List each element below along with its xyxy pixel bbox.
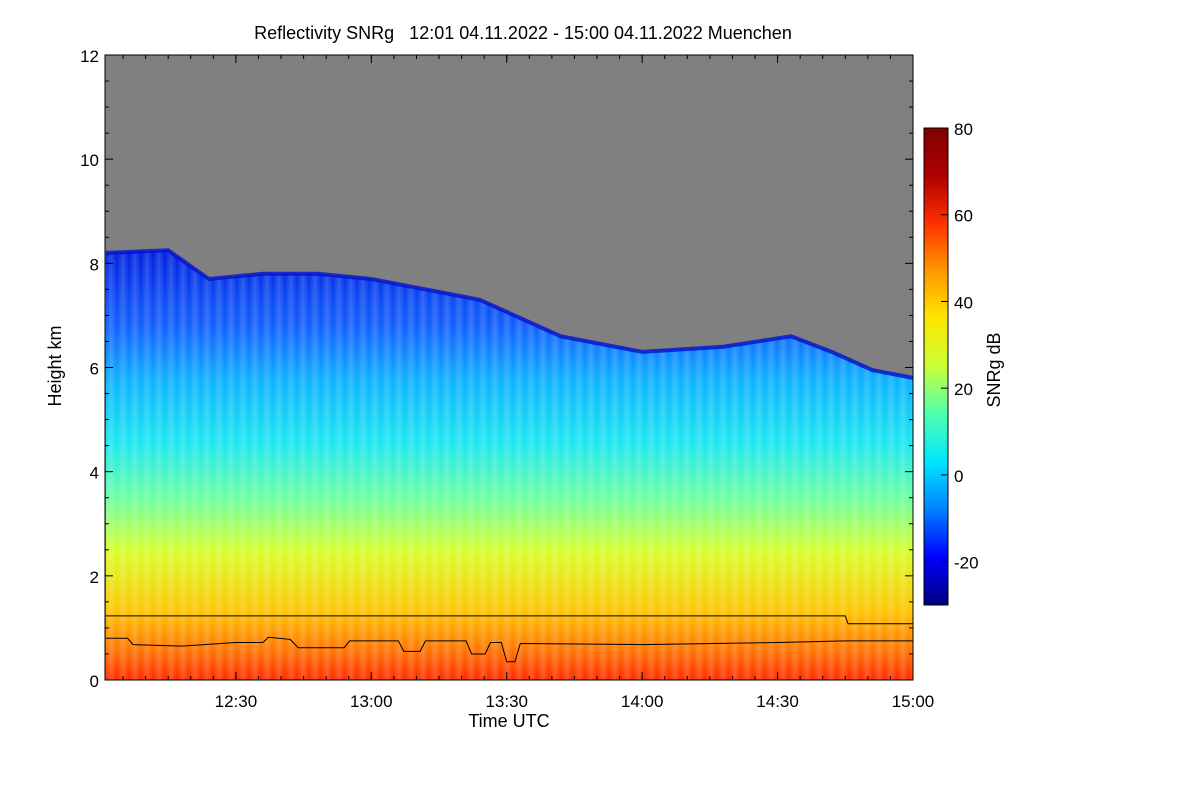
y-tick-label: 0 (90, 672, 99, 691)
x-tick-label: 13:00 (350, 692, 393, 711)
series-line-1 (105, 636, 913, 663)
colorbar-tick-label: 20 (954, 380, 973, 399)
plot-area (104, 54, 914, 681)
chart-title: Reflectivity SNRg 12:01 04.11.2022 - 15:… (254, 23, 792, 43)
y-axis: 0 2 4 6 8 10 12 (80, 47, 913, 691)
colorbar-tick-label: 0 (954, 467, 963, 486)
x-tick-label: 15:00 (892, 692, 935, 711)
x-axis: 12:30 13:00 13:30 14:00 14:30 15:00 (122, 55, 935, 711)
colorbar-tick-label: -20 (954, 554, 979, 573)
colorbar: -20 0 20 40 60 80 SNRg dB (923, 120, 1004, 606)
y-tick-label: 8 (90, 255, 99, 274)
x-tick-label: 13:30 (485, 692, 528, 711)
overlay-lines (105, 615, 913, 663)
colorbar-label: SNRg dB (984, 332, 1004, 407)
y-tick-label: 4 (90, 464, 99, 483)
colorbar-gradient (923, 127, 949, 606)
colorbar-axis: -20 0 20 40 60 80 (941, 120, 979, 573)
y-tick-label: 12 (80, 47, 99, 66)
y-axis-label: Height km (45, 325, 65, 406)
colorbar-tick-label: 60 (954, 207, 973, 226)
colorbar-tick-label: 40 (954, 293, 973, 312)
series-line-0 (105, 615, 913, 625)
x-axis-label: Time UTC (468, 711, 549, 731)
cloud-top-edge (105, 248, 914, 380)
y-tick-label: 6 (90, 360, 99, 379)
x-tick-label: 14:00 (621, 692, 664, 711)
colorbar-tick-label: 80 (954, 120, 973, 139)
y-tick-label: 2 (90, 568, 99, 587)
x-tick-label: 14:30 (756, 692, 799, 711)
x-tick-label: 12:30 (215, 692, 258, 711)
echo-streaks (105, 250, 913, 681)
y-tick-label: 10 (80, 151, 99, 170)
